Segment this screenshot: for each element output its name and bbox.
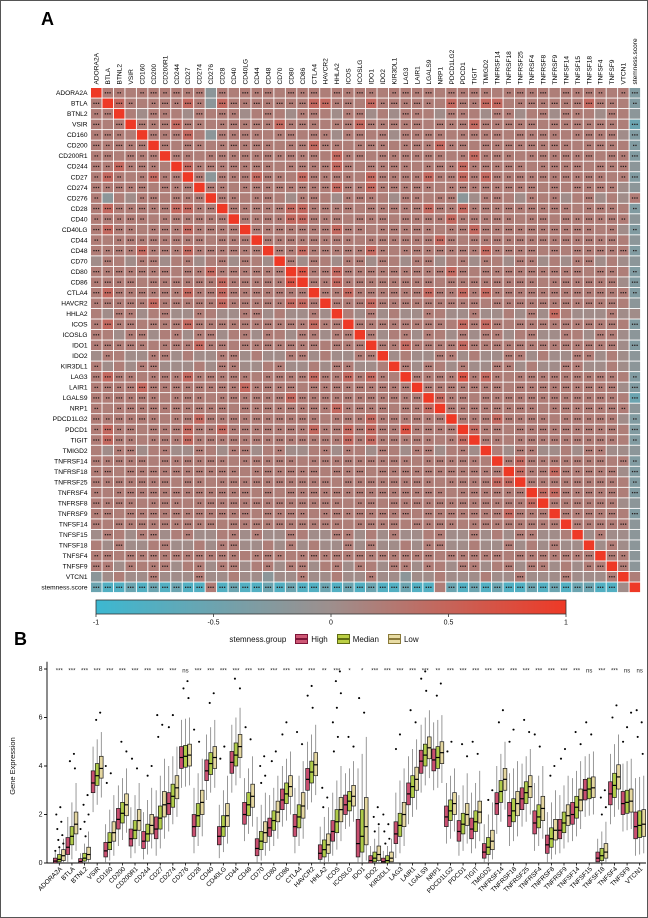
correlation-heatmap-chart [1, 1, 647, 627]
gene-expression-boxplot-chart [1, 627, 647, 917]
